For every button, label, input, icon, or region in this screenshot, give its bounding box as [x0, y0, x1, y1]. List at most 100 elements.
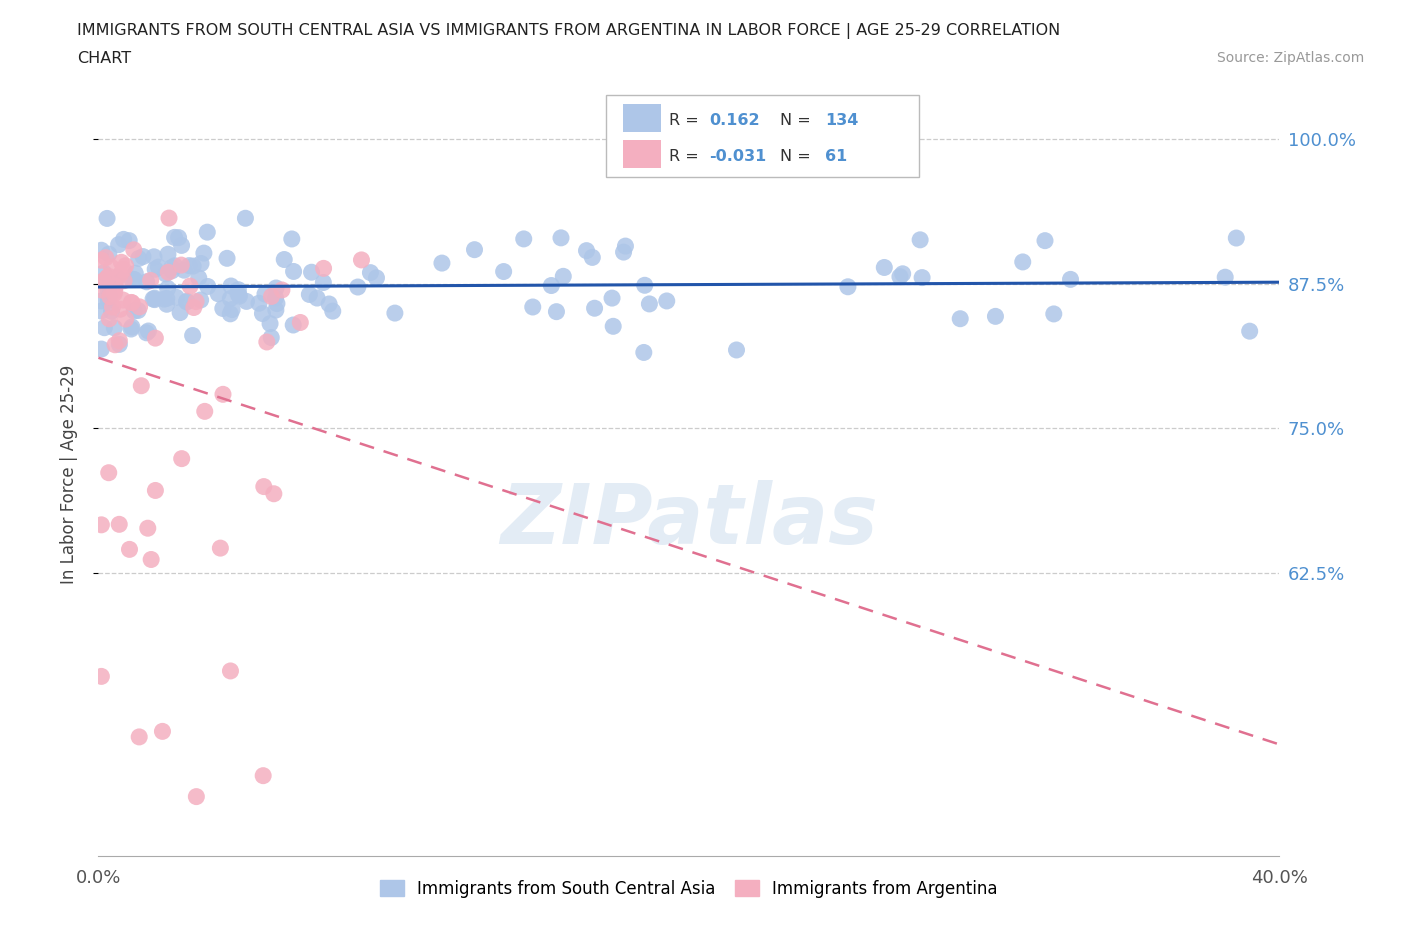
Point: [135, 326, 157, 340]
Point: [148, 259, 170, 274]
Point: [90, 243, 112, 258]
Point: [93, 320, 115, 335]
Point: [281, 232, 304, 246]
Point: [90, 669, 112, 684]
Point: [170, 258, 193, 272]
Point: [546, 304, 568, 319]
Point: [301, 265, 323, 280]
FancyBboxPatch shape: [606, 95, 920, 177]
Point: [263, 486, 285, 501]
Point: [132, 249, 155, 264]
Point: [207, 286, 229, 301]
Point: [97, 283, 120, 298]
Point: [97, 465, 120, 480]
Point: [600, 291, 623, 306]
Point: [181, 259, 204, 273]
Point: [253, 286, 276, 301]
Point: [908, 232, 931, 247]
Point: [121, 296, 143, 311]
Point: [1033, 233, 1056, 248]
FancyBboxPatch shape: [623, 140, 661, 167]
Point: [114, 259, 136, 273]
Point: [215, 251, 238, 266]
Point: [143, 291, 166, 306]
Point: [156, 246, 179, 261]
Point: [949, 312, 972, 326]
Point: [104, 338, 127, 352]
Point: [167, 230, 190, 245]
Text: Source: ZipAtlas.com: Source: ZipAtlas.com: [1216, 51, 1364, 65]
Point: [108, 517, 131, 532]
Point: [219, 279, 242, 294]
Point: [124, 266, 146, 281]
Point: [128, 729, 150, 744]
Text: N =: N =: [780, 149, 811, 164]
Point: [911, 270, 934, 285]
Point: [114, 312, 136, 326]
Point: [170, 451, 193, 466]
Point: [228, 288, 250, 303]
Point: [157, 265, 180, 280]
Point: [366, 271, 388, 286]
Point: [169, 305, 191, 320]
Point: [228, 283, 250, 298]
Y-axis label: In Labor Force | Age 25-29: In Labor Force | Age 25-29: [59, 365, 77, 584]
Point: [112, 232, 135, 246]
Point: [96, 272, 118, 286]
Point: [135, 274, 157, 289]
Point: [193, 246, 215, 260]
Point: [98, 312, 121, 326]
Point: [139, 273, 162, 288]
Point: [122, 303, 145, 318]
Point: [1059, 272, 1081, 286]
Point: [211, 301, 233, 316]
Point: [273, 252, 295, 267]
Point: [107, 237, 129, 252]
Point: [163, 259, 186, 273]
Point: [553, 269, 575, 284]
Point: [212, 387, 235, 402]
Point: [142, 249, 165, 264]
Point: [873, 260, 896, 275]
Point: [97, 293, 120, 308]
Text: -0.031: -0.031: [709, 149, 766, 164]
Point: [122, 243, 145, 258]
FancyBboxPatch shape: [623, 104, 661, 132]
Point: [347, 280, 370, 295]
Point: [124, 272, 146, 287]
Point: [94, 250, 117, 265]
Point: [283, 317, 305, 332]
Point: [103, 321, 125, 336]
Point: [155, 267, 177, 282]
Point: [176, 294, 198, 309]
Point: [101, 299, 124, 314]
Point: [540, 278, 562, 293]
Point: [602, 319, 624, 334]
Point: [252, 306, 274, 321]
Point: [219, 291, 242, 306]
Point: [221, 302, 243, 317]
Point: [104, 279, 127, 294]
Point: [128, 251, 150, 266]
Legend: Immigrants from South Central Asia, Immigrants from Argentina: Immigrants from South Central Asia, Immi…: [374, 873, 1004, 905]
Point: [889, 270, 911, 285]
Point: [226, 286, 249, 301]
Point: [184, 294, 207, 309]
Point: [129, 379, 152, 393]
Point: [187, 271, 209, 286]
Point: [522, 299, 544, 314]
Point: [152, 724, 174, 738]
Point: [984, 309, 1007, 324]
Point: [97, 246, 120, 261]
Point: [128, 299, 150, 314]
Point: [138, 324, 160, 339]
Point: [575, 244, 598, 259]
Point: [104, 284, 127, 299]
Point: [638, 297, 661, 312]
Point: [613, 245, 636, 259]
Point: [264, 302, 287, 317]
Point: [253, 479, 276, 494]
Point: [247, 296, 270, 311]
Point: [110, 255, 132, 270]
Point: [259, 316, 281, 331]
